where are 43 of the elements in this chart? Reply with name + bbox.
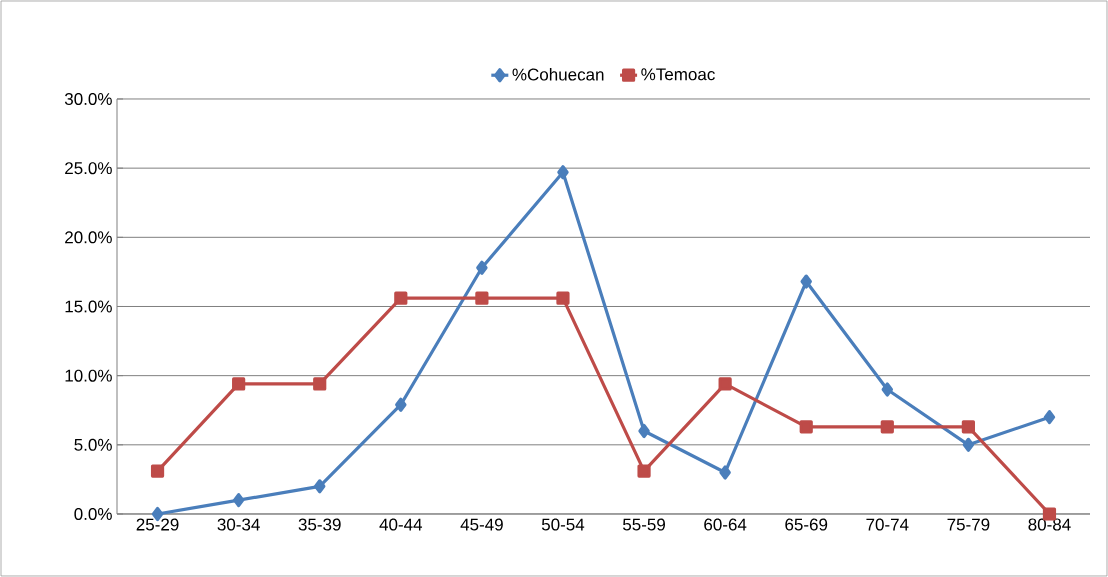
legend-label: %Temoac [641,68,715,81]
x-tick-label: 60-64 [704,518,747,531]
y-tick-label: 30.0% [64,92,112,106]
point [476,260,488,275]
x-tick-label: 80-84 [1028,518,1071,531]
y-tick-label: 0.0% [74,507,112,521]
point [232,493,245,508]
point [313,377,327,391]
point [961,420,975,434]
x-tick-label: 50-54 [541,518,585,531]
x-tick-label: 75-79 [947,518,990,531]
point [556,291,570,305]
point [232,377,246,391]
y-tick-label: 5.0% [74,438,112,451]
legend-label: %Cohuecan [512,68,604,81]
x-tick-label: 40-44 [379,518,423,531]
point [395,397,407,412]
point [962,437,975,452]
point [150,464,165,478]
point [557,165,569,180]
x-tick-label: 30-34 [217,518,260,531]
x-tick-label: 65-69 [785,518,828,531]
point [718,377,732,391]
y-tick-label: 25.0% [65,162,112,175]
y-tick-label: 10.0% [65,369,112,382]
point [880,420,894,434]
point [800,274,812,289]
x-tick-label: 25-29 [136,518,179,531]
point [313,479,326,494]
x-tick-label: 55-59 [623,518,665,531]
y-tick-label: 15.0% [65,300,112,313]
point [638,423,650,439]
point [475,291,489,305]
x-tick-label: 35-39 [298,518,341,531]
point [719,465,731,480]
point [1043,410,1056,425]
point [799,420,813,434]
x-tick-label: 45-49 [460,518,503,531]
y-tick-label: 20.0% [65,231,112,244]
point [637,464,651,478]
point [881,382,894,397]
point [394,291,408,305]
x-tick-label: 70-74 [866,518,909,531]
